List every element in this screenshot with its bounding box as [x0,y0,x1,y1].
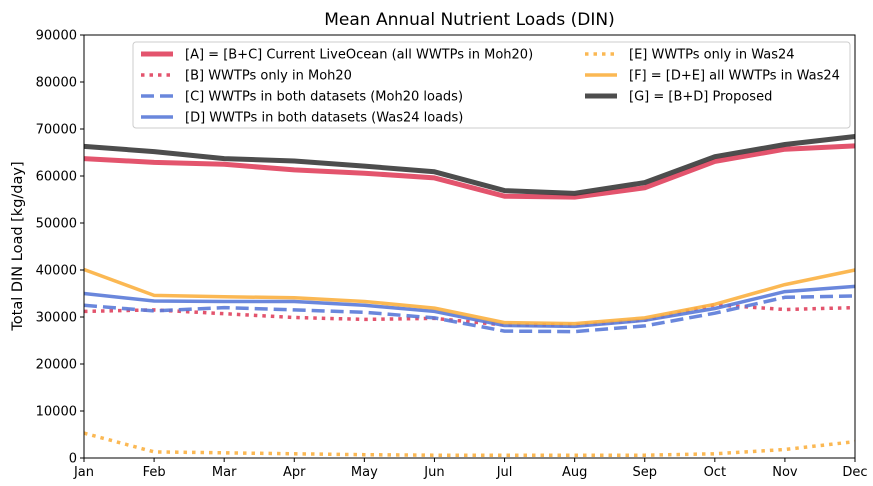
plot-lines [83,134,856,457]
y-tick-label: 30000 [36,311,77,326]
x-tick-label: Jan [73,465,94,480]
legend-label: [B] WWTPs only in Moh20 [185,69,352,84]
y-tick-label: 80000 [36,76,77,91]
y-tick-label: 60000 [36,170,77,185]
series-line [83,284,856,329]
legend-label: [D] WWTPs in both datasets (Was24 loads) [185,111,463,126]
y-tick-label: 50000 [36,217,77,232]
x-tick-label: May [351,465,378,480]
series-line [83,134,856,196]
x-tick-label: Oct [704,465,726,480]
chart-title: Mean Annual Nutrient Loads (DIN) [324,10,615,30]
x-tick-label: Nov [772,465,798,480]
series-line [83,143,856,200]
y-tick-label: 40000 [36,264,77,279]
x-tick-label: Aug [562,465,587,480]
series-line [83,303,856,327]
y-axis: 0 10000 20000 30000 40000 50000 60000 70000 8000… [36,29,84,467]
x-tick-label: Dec [842,465,867,480]
legend-label: [G] = [B+D] Proposed [629,90,772,105]
legend-label: [C] WWTPs in both datasets (Moh20 loads) [185,90,463,105]
x-tick-label: Sep [632,465,657,480]
y-axis-title: Total DIN Load [kg/day] [10,161,26,331]
legend-label: [A] = [B+C] Current LiveOcean (all WWTPs… [185,48,533,63]
x-tick-label: Apr [283,465,306,480]
x-axis: Jan Feb Mar Apr May Jun Jul Aug Sep Oct Nov Dec [73,458,868,480]
x-tick-label: Mar [212,465,237,480]
x-tick-label: Jul [496,465,513,480]
series-line [83,267,856,326]
y-tick-label: 70000 [36,123,77,138]
series-line [83,431,856,457]
x-tick-label: Jun [423,465,444,480]
series-line [83,294,856,334]
plot-frame [83,34,856,459]
legend-label: [F] = [D+E] all WWTPs in Was24 [629,69,840,84]
legend-label: [E] WWTPs only in Was24 [629,48,795,63]
y-tick-label: 20000 [36,358,77,373]
y-tick-label: 90000 [36,29,77,44]
x-tick-label: Feb [143,465,166,480]
legend-box [132,41,851,129]
y-tick-label: 0 [69,452,77,467]
legend: [A] = [B+C] Current LiveOcean (all WWTPs… [132,41,851,129]
y-tick-label: 10000 [36,405,77,420]
